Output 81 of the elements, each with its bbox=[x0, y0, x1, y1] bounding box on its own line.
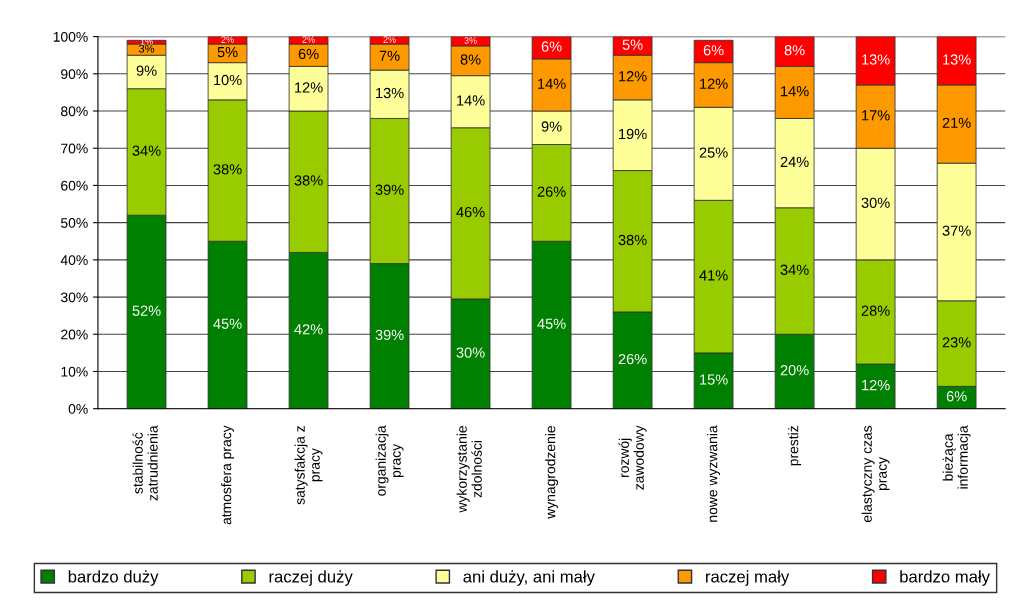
data-label: 2% bbox=[302, 36, 315, 43]
data-label: 39% bbox=[375, 184, 404, 195]
data-label: 46% bbox=[456, 206, 485, 218]
data-label: 3% bbox=[138, 44, 155, 53]
y-tick-label: 20% bbox=[61, 329, 88, 340]
data-label: 19% bbox=[619, 128, 647, 140]
data-label: 34% bbox=[780, 264, 809, 275]
data-label: 37% bbox=[942, 225, 971, 236]
y-tick-label: 50% bbox=[60, 217, 88, 228]
x-tick-label: stabilność zatrudnienia bbox=[132, 425, 158, 501]
data-label: 17% bbox=[862, 110, 890, 121]
data-label: 14% bbox=[457, 95, 485, 106]
y-tick-label: 30% bbox=[60, 292, 88, 303]
data-label: 14% bbox=[781, 86, 809, 97]
y-tick-label: 40% bbox=[60, 255, 88, 266]
data-label: 45% bbox=[537, 318, 566, 329]
x-tick-label: elastyczny czas pracy bbox=[861, 425, 890, 523]
data-label: 34% bbox=[132, 145, 161, 156]
data-label: 26% bbox=[537, 186, 566, 197]
data-label: 45% bbox=[213, 318, 242, 329]
x-tick-label: nowe wyzwania bbox=[707, 425, 721, 522]
data-label: 25% bbox=[699, 147, 728, 158]
data-label: 42% bbox=[294, 324, 323, 335]
data-label: 15% bbox=[700, 374, 728, 385]
y-tick-label: 10% bbox=[61, 366, 88, 377]
x-tick-label: satysfakcja z pracy bbox=[294, 426, 323, 505]
data-label: 8% bbox=[784, 45, 805, 56]
data-label: 6% bbox=[298, 48, 319, 60]
data-label: 24% bbox=[780, 156, 809, 167]
x-tick-label: wykorzystanie zdolności bbox=[456, 425, 482, 513]
data-label: 13% bbox=[943, 54, 971, 65]
data-label: 13% bbox=[862, 54, 890, 65]
data-label: 13% bbox=[376, 87, 404, 99]
data-label: 9% bbox=[136, 65, 157, 76]
data-label: 23% bbox=[942, 337, 971, 348]
data-label: 9% bbox=[541, 121, 562, 132]
x-tick-label: organizacja pracy bbox=[375, 425, 404, 496]
x-tick-label: rozwój zawodowy bbox=[618, 425, 647, 490]
data-label: 5% bbox=[217, 47, 238, 58]
data-label: 38% bbox=[213, 164, 242, 175]
data-label: 12% bbox=[862, 379, 890, 391]
data-label: 2% bbox=[383, 36, 396, 43]
x-tick-label: bieżąca informacja bbox=[942, 425, 971, 489]
data-label: 41% bbox=[699, 270, 728, 281]
data-label: 28% bbox=[861, 305, 890, 316]
data-label: 26% bbox=[618, 353, 647, 365]
data-label: 12% bbox=[619, 71, 647, 82]
data-label: 12% bbox=[700, 78, 728, 89]
y-tick-label: 100% bbox=[53, 31, 88, 42]
data-label: 39% bbox=[375, 329, 404, 341]
y-tick-label: 0% bbox=[68, 404, 88, 414]
data-label: 5% bbox=[622, 39, 643, 50]
legend-label: bardzo mały bbox=[900, 570, 990, 586]
y-tick-label: 70% bbox=[61, 143, 88, 154]
legend-label: raczej mały bbox=[706, 570, 790, 586]
data-label: 38% bbox=[618, 234, 647, 246]
data-label: 30% bbox=[456, 347, 485, 358]
data-label: 6% bbox=[703, 45, 724, 56]
data-label: 6% bbox=[541, 41, 562, 52]
data-label: 2% bbox=[221, 36, 234, 43]
data-label: 7% bbox=[379, 50, 400, 61]
data-label: 20% bbox=[780, 365, 809, 376]
data-label: 8% bbox=[460, 54, 481, 65]
data-label: 21% bbox=[942, 117, 971, 128]
data-label: 12% bbox=[295, 82, 323, 93]
data-label: 30% bbox=[861, 197, 890, 208]
y-tick-label: 80% bbox=[61, 106, 88, 117]
x-tick-label: atmosfera pracy bbox=[221, 425, 235, 525]
data-label: 10% bbox=[214, 74, 242, 86]
x-tick-label: wynagrodzenie bbox=[545, 425, 559, 519]
y-tick-label: 60% bbox=[61, 180, 88, 191]
x-tick-label: prestiż bbox=[788, 426, 802, 466]
legend-label: raczej duży bbox=[269, 570, 353, 586]
data-label: 6% bbox=[946, 391, 967, 402]
data-label: 38% bbox=[294, 175, 323, 186]
legend-label: bardzo duży bbox=[68, 570, 159, 586]
data-label: 3% bbox=[464, 37, 477, 44]
y-tick-label: 90% bbox=[61, 69, 88, 79]
data-label: 14% bbox=[538, 78, 566, 89]
legend-label: ani duży, ani mały bbox=[463, 570, 595, 586]
data-label: 52% bbox=[132, 305, 161, 316]
